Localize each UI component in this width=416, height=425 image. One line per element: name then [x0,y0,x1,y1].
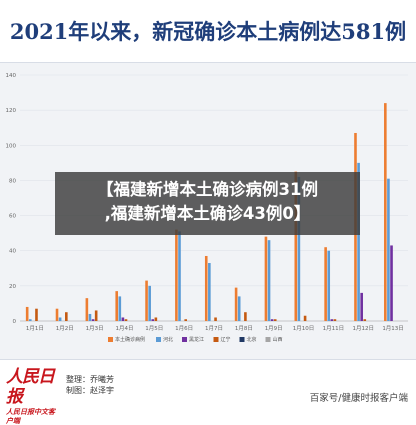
producer-credit: 制图：赵泽宇 [66,386,114,395]
bar-2 [88,313,92,321]
bar-1 [384,103,387,321]
y-tick-label: 0 [13,319,17,325]
legend-label: 河北 [163,336,173,343]
legend-label: 黑龙江 [189,336,204,343]
y-tick-label: 20 [9,284,16,290]
header: 2021年以来，新冠确诊本土病例达581例 [0,0,416,62]
x-tick-label: 1月11日 [323,325,345,332]
y-tick-label: 60 [9,214,16,220]
source-credit: 百家号/健康时报客户端 [309,393,408,404]
bar-3 [390,245,393,321]
bar-2 [237,296,241,321]
x-tick-label: 1月4日 [115,325,133,332]
x-tick-label: 1月3日 [86,325,104,332]
bar-4 [154,317,158,321]
bar-1 [55,308,59,321]
legend-label: 山西 [273,336,283,343]
bar-2 [148,285,151,321]
bar-4 [184,319,188,321]
bar-1 [175,229,178,321]
logo-main-text: 人民日报 [6,367,55,407]
legend-label: 北京 [247,336,257,343]
bar-2 [267,240,271,321]
bar-4 [333,319,337,321]
bar-4 [94,310,98,321]
page-title: 2021年以来，新冠确诊本土病例达581例 [9,19,407,44]
bar-1 [85,298,89,321]
legend-swatch [156,337,161,342]
x-tick-label: 1月5日 [145,325,163,332]
bar-4 [214,317,217,321]
bar-2 [357,162,360,321]
bar-2 [178,231,181,321]
bar-1 [115,291,119,321]
credits: 整理：乔曦芳 制图：赵泽宇 [66,374,114,396]
legend-swatch [182,337,187,342]
editor-credit: 整理：乔曦芳 [66,375,114,384]
x-tick-label: 1月2日 [56,325,74,332]
x-tick-label: 1月13日 [382,325,404,332]
x-tick-label: 1月8日 [235,325,253,332]
bar-2 [387,178,390,321]
bar-1 [145,280,148,321]
bar-4 [273,319,277,321]
bar-4 [124,319,128,321]
bar-4 [244,312,247,321]
bar-1 [204,255,208,321]
legend-swatch [239,337,245,342]
bar-3 [91,319,95,321]
y-tick-label: 40 [9,249,16,255]
bar-4 [65,312,68,321]
y-tick-label: 100 [6,143,17,149]
newspaper-logo: 人民日报 人民日报中文客户端 [6,367,60,425]
bar-2 [297,176,301,321]
y-tick-label: 120 [6,108,17,114]
x-tick-label: 1月12日 [352,325,374,332]
bar-2 [208,263,211,321]
bar-2 [118,296,122,321]
x-tick-label: 1月1日 [26,325,44,332]
bar-4 [363,319,367,321]
bar-1 [324,247,327,321]
legend-label: 本土确诊病例 [115,336,145,343]
legend-swatch [213,337,219,342]
bar-2 [327,250,331,321]
bar-1 [294,171,298,321]
bar-2 [28,319,32,321]
bar-2 [58,317,62,321]
y-tick-label: 140 [6,73,17,79]
legend-swatch [265,337,271,342]
bar-4 [35,308,38,321]
logo-sub-text: 人民日报中文客户端 [6,407,55,425]
legend-swatch [108,337,113,342]
overlay-line-1: 【福建新增本土确诊病例31例 [97,180,318,199]
footer: 人民日报 人民日报中文客户端 整理：乔曦芳 制图：赵泽宇 百家号/健康时报客户端 [0,360,416,425]
x-tick-label: 1月6日 [175,325,193,332]
bar-3 [121,317,125,321]
bar-3 [270,319,274,321]
bar-4 [303,315,307,321]
bar-3 [330,319,334,321]
bar-chart: 0 20 40 60 80 100 120 140 1月1日 1月2日 1月3日 1月4日 1月5日 1月… [6,73,408,343]
x-tick-label: 1月7日 [205,325,223,332]
news-title-overlay: 【福建新增本土确诊病例31例 ,福建新增本土确诊43例0】 [55,172,360,235]
x-tick-label: 1月9日 [265,325,283,332]
bar-1 [264,236,268,321]
overlay-line-2: ,福建新增本土确诊43例0】 [104,204,311,223]
bar-1 [234,287,238,321]
bar-3 [360,292,363,321]
legend-label: 辽宁 [221,336,231,343]
x-tick-label: 1月10日 [293,325,315,332]
bar-3 [151,319,155,321]
bar-1 [25,306,29,321]
y-tick-label: 80 [9,178,16,184]
